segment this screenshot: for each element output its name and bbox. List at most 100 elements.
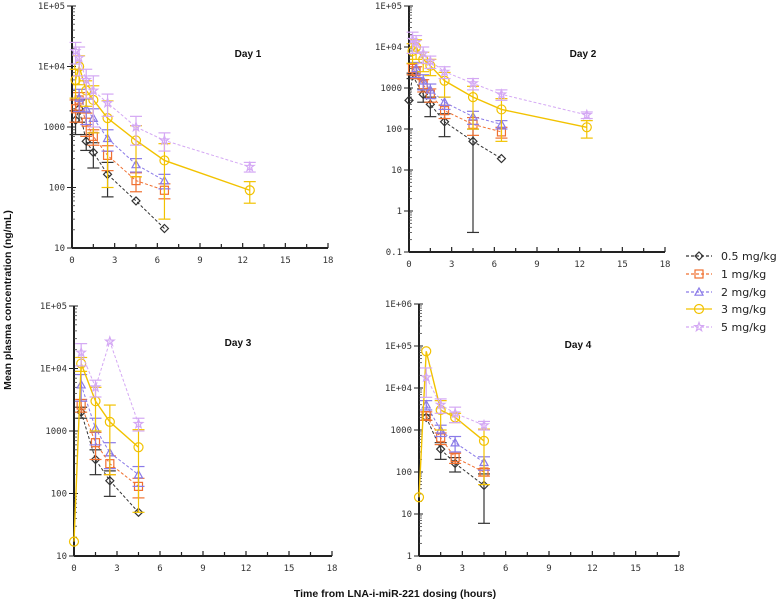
y-tick-label: 1E+06 [385, 300, 412, 310]
data-point [75, 346, 88, 358]
x-tick-label: 3 [449, 260, 454, 270]
y-tick-label: 100 [51, 490, 67, 500]
series-line [412, 39, 587, 116]
y-tick-label: 1E+04 [385, 384, 412, 394]
y-tick-label: 10 [401, 510, 412, 520]
data-point [244, 185, 255, 196]
x-tick-label: 18 [327, 564, 338, 574]
series-3-mg-kg [68, 356, 145, 547]
data-point [468, 136, 478, 147]
panel-title: Day 1 [235, 49, 262, 60]
series-0-5-mg-kg [404, 70, 507, 234]
data-point [434, 398, 447, 410]
series-0-5-mg-kg [75, 406, 144, 518]
y-tick-label: 1000 [43, 123, 65, 133]
series-2-mg-kg [410, 61, 508, 130]
x-tick-label: 3 [114, 564, 119, 574]
legend-item: 2 mg/kg [686, 286, 766, 299]
data-point [130, 120, 142, 133]
data-point [478, 435, 490, 447]
data-point [417, 47, 430, 59]
x-tick-label: 9 [200, 564, 205, 574]
data-point [581, 122, 592, 133]
legend-item: 1 mg/kg [686, 268, 766, 281]
x-tick-label: 6 [492, 260, 497, 270]
data-point [495, 88, 508, 100]
series-line [80, 339, 139, 425]
series-line [412, 68, 502, 133]
data-point [435, 444, 446, 454]
y-tick-label: 100 [396, 468, 412, 478]
data-point [496, 153, 507, 164]
x-tick-label: 15 [280, 256, 291, 266]
x-tick-label: 12 [574, 260, 585, 270]
data-point [133, 507, 144, 518]
y-tick-label: 100 [49, 184, 65, 194]
data-point [466, 77, 480, 89]
data-point [424, 54, 437, 67]
data-point [131, 196, 141, 206]
data-point [103, 335, 116, 347]
legend-marker [694, 251, 704, 261]
x-tick-label: 12 [241, 564, 252, 574]
series-line [80, 384, 139, 476]
legend-label: 5 mg/kg [721, 321, 766, 334]
y-tick-label: 1000 [380, 84, 402, 94]
data-point [477, 418, 491, 431]
x-tick-label: 3 [460, 564, 465, 574]
x-tick-label: 12 [587, 564, 598, 574]
data-point [159, 223, 170, 234]
legend-item: 5 mg/kg [686, 320, 766, 334]
data-point [80, 73, 93, 86]
panel-title: Day 3 [225, 338, 252, 349]
legend-label: 1 mg/kg [721, 268, 766, 281]
x-tick-label: 0 [71, 564, 76, 574]
legend-marker [693, 286, 705, 296]
series-line [418, 351, 485, 498]
series-line [412, 45, 587, 128]
series-5-mg-kg [420, 367, 491, 431]
data-point [467, 91, 479, 103]
legend-label: 3 mg/kg [721, 303, 766, 316]
series-line [425, 377, 485, 426]
data-point [158, 134, 171, 146]
legend-marker [693, 320, 705, 333]
x-tick-label: 18 [660, 260, 671, 270]
data-point [439, 96, 450, 107]
x-tick-label: 6 [157, 564, 162, 574]
x-tick-label: 0 [69, 256, 74, 266]
y-tick-label: 1E+05 [375, 2, 402, 12]
data-point [88, 147, 99, 158]
y-tick-label: 0.1 [386, 248, 402, 258]
data-point [413, 492, 425, 503]
data-point [404, 95, 414, 106]
data-point [421, 346, 432, 357]
y-tick-label: 1 [407, 552, 412, 562]
data-point [101, 96, 114, 109]
y-tick-label: 1000 [45, 427, 67, 437]
data-point [450, 453, 460, 463]
panel-title: Day 4 [565, 340, 592, 351]
y-tick-label: 1E+05 [385, 342, 412, 352]
y-tick-label: 10 [391, 166, 402, 176]
legend-item: 0.5 mg/kg [686, 250, 777, 263]
legend-item: 3 mg/kg [686, 303, 766, 316]
y-tick-label: 1000 [390, 426, 412, 436]
series-5-mg-kg [69, 41, 256, 173]
data-point [104, 475, 115, 486]
data-point [439, 116, 450, 127]
data-point [420, 370, 433, 383]
x-tick-label: 6 [155, 256, 160, 266]
x-tick-label: 18 [323, 256, 334, 266]
series-line [73, 363, 139, 542]
panel-title: Day 2 [570, 49, 597, 60]
y-tick-label: 1E+05 [40, 302, 67, 312]
x-tick-label: 6 [503, 564, 508, 574]
data-point [425, 84, 436, 94]
data-point [104, 416, 115, 427]
data-point [132, 417, 145, 429]
data-point [410, 35, 423, 48]
data-point [496, 104, 507, 115]
data-point [68, 536, 80, 547]
